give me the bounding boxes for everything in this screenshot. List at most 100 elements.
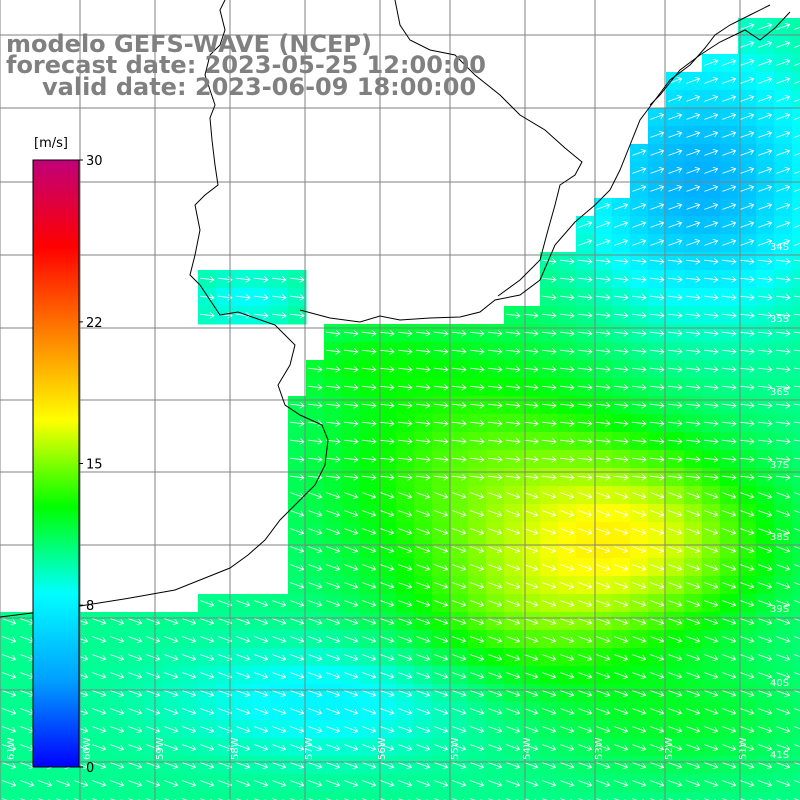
- wind-arrow: [596, 438, 611, 445]
- wind-arrow: [524, 762, 539, 770]
- wind-arrow: [200, 780, 215, 788]
- wind-arrow: [200, 708, 215, 716]
- longitude-label: 61W: [6, 737, 17, 760]
- wind-arrow: [650, 366, 665, 373]
- wind-arrow: [164, 798, 176, 800]
- wind-arrow: [254, 690, 269, 698]
- wind-arrow: [308, 708, 323, 716]
- wind-arrow: [308, 492, 323, 500]
- wind-cell: [792, 162, 800, 181]
- wind-arrow: [632, 762, 647, 770]
- wind-arrow: [704, 76, 719, 84]
- wind-arrow: [686, 384, 701, 391]
- wind-arrow: [326, 600, 341, 608]
- title-forecast-date: forecast date: 2023-05-25 12:00:00: [6, 51, 486, 79]
- wind-arrow: [524, 510, 539, 518]
- wind-arrow: [686, 184, 701, 192]
- wind-arrow: [794, 546, 800, 550]
- wind-arrow: [344, 798, 356, 800]
- latitude-label: 38S: [770, 532, 789, 543]
- wind-arrow: [524, 528, 539, 536]
- wind-arrow: [776, 654, 791, 662]
- wind-cell: [792, 90, 800, 109]
- wind-arrow: [794, 152, 800, 156]
- wind-arrow: [650, 798, 662, 800]
- wind-arrow: [560, 726, 575, 734]
- wind-arrow: [686, 456, 701, 463]
- wind-arrow: [524, 798, 536, 800]
- wind-arrow: [722, 726, 737, 734]
- wind-arrow: [524, 456, 539, 463]
- wind-arrow: [416, 708, 431, 716]
- wind-arrow: [596, 672, 611, 680]
- wind-arrow: [344, 762, 359, 770]
- wind-arrow: [704, 672, 719, 680]
- wind-cell: [612, 792, 631, 800]
- wind-arrow: [596, 654, 611, 662]
- wind-arrow: [542, 582, 557, 590]
- wind-arrow: [758, 184, 773, 192]
- wind-arrow: [506, 546, 521, 554]
- coastline-uruguay: [299, 4, 771, 323]
- wind-arrow: [416, 402, 431, 409]
- wind-arrow: [794, 170, 800, 174]
- wind-arrow: [632, 366, 647, 373]
- wind-arrow: [722, 600, 737, 608]
- wind-arrow: [542, 690, 557, 698]
- wind-arrow: [74, 780, 89, 788]
- wind-arrow: [740, 184, 755, 192]
- wind-arrow: [596, 492, 611, 500]
- coastline: [0, 0, 329, 618]
- wind-arrow: [578, 708, 593, 716]
- wind-arrow: [668, 690, 683, 698]
- wind-arrow: [254, 798, 266, 800]
- wind-arrow: [578, 384, 593, 391]
- wind-arrow: [722, 112, 737, 120]
- wind-arrow: [704, 600, 719, 608]
- wind-arrow: [254, 672, 269, 680]
- wind-arrow: [686, 76, 701, 84]
- wind-cell: [792, 72, 800, 91]
- wind-arrow: [704, 94, 719, 102]
- wind-arrow: [416, 384, 431, 391]
- wind-arrow: [686, 312, 701, 319]
- wind-arrow: [668, 762, 683, 770]
- wind-arrow: [794, 654, 800, 658]
- wind-arrow: [758, 258, 773, 265]
- wind-arrow: [578, 456, 593, 463]
- wind-arrow: [686, 726, 701, 734]
- wind-arrow: [614, 672, 629, 680]
- wind-arrow: [740, 258, 755, 265]
- wind-arrow: [434, 384, 449, 391]
- wind-cell: [792, 630, 800, 649]
- wind-arrow: [632, 528, 647, 536]
- wind-arrow: [2, 708, 17, 716]
- wind-cell: [0, 792, 19, 800]
- wind-arrow: [758, 40, 773, 48]
- latitude-label: 40S: [770, 678, 789, 689]
- wind-arrow: [290, 474, 305, 481]
- wind-arrow: [326, 690, 341, 698]
- wind-cell: [72, 792, 91, 800]
- wind-arrow: [200, 636, 215, 644]
- wind-arrow: [326, 402, 341, 409]
- wind-arrow: [542, 618, 557, 626]
- wind-arrow: [344, 654, 359, 662]
- wind-arrow: [740, 726, 755, 734]
- wind-arrow: [650, 456, 665, 463]
- wind-arrow: [470, 402, 485, 409]
- wind-arrow: [614, 384, 629, 391]
- wind-arrow: [650, 130, 665, 138]
- wind-arrow: [614, 546, 629, 554]
- wind-arrow: [290, 690, 305, 698]
- wind-arrow: [542, 384, 557, 391]
- wind-arrow: [326, 798, 338, 800]
- wind-arrow: [632, 546, 647, 554]
- wind-arrow: [470, 456, 485, 463]
- wind-arrow: [488, 600, 503, 608]
- wind-arrow: [164, 672, 179, 680]
- wind-arrow: [614, 474, 629, 481]
- wind-arrow: [596, 474, 611, 481]
